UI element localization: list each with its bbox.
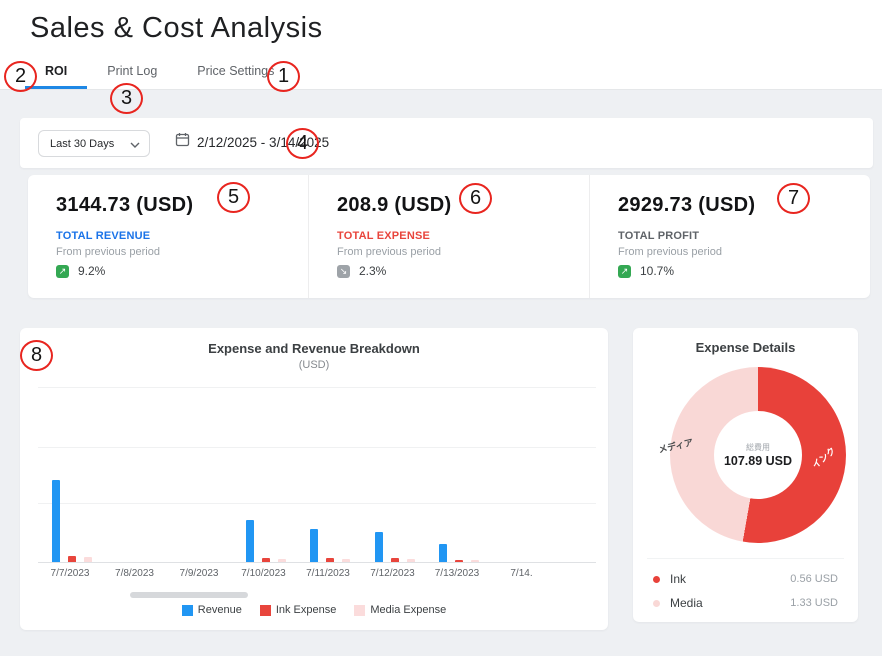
kpi-total-profit: 2929.73 (USD) TOTAL PROFIT From previous… — [589, 175, 870, 298]
legend-item-revenue[interactable]: Revenue — [181, 604, 242, 616]
legend-swatch — [354, 604, 366, 616]
trend-up-icon: ↗ — [56, 264, 69, 278]
kpi-label: TOTAL PROFIT — [618, 230, 700, 242]
kpi-delta-value: 9.2% — [78, 264, 106, 278]
legend-value: 1.33 USD — [790, 597, 838, 609]
kpi-delta-value: 10.7% — [640, 264, 675, 278]
legend-item-ink-expense[interactable]: Ink Expense — [259, 604, 337, 616]
gridline — [38, 447, 596, 448]
tab-bar: ROI Print Log Price Settings — [25, 64, 294, 89]
bar-media-expense-7/11/2023 — [342, 559, 350, 562]
tab-print-log[interactable]: Print Log — [107, 64, 158, 78]
expense-revenue-chart-card: Expense and Revenue Breakdown (USD) 7/7/… — [20, 328, 608, 630]
bar-ink-expense-7/11/2023 — [326, 558, 334, 562]
x-axis-label: 7/14. — [510, 568, 533, 579]
bar-chart-subtitle: (USD) — [298, 359, 330, 371]
donut-center: 総費用 107.89 USD — [714, 411, 802, 499]
donut-legend-row-ink: Ink 0.56 USD — [647, 567, 844, 591]
bar-revenue-7/11/2023 — [310, 529, 318, 562]
annotation-circle-2: 2 — [4, 61, 37, 92]
kpi-value: 2929.73 (USD) — [618, 194, 756, 216]
tab-roi[interactable]: ROI — [25, 64, 88, 89]
donut-chart-title: Expense Details — [695, 340, 796, 355]
chevron-down-icon — [130, 135, 140, 153]
legend-swatch — [259, 604, 271, 616]
legend-label: Ink Expense — [275, 604, 337, 616]
x-axis-label: 7/8/2023 — [115, 568, 154, 579]
expense-donut: メディア インク 総費用 107.89 USD — [657, 367, 846, 543]
annotation-circle-6: 6 — [459, 183, 492, 214]
bar-media-expense-7/7/2023 — [84, 557, 92, 562]
bar-ink-expense-7/12/2023 — [390, 558, 399, 562]
x-axis-label: 7/12/2023 — [370, 568, 415, 579]
legend-label: Media Expense — [370, 604, 447, 616]
page-title: Sales & Cost Analysis — [30, 12, 323, 44]
donut-legend: Ink 0.56 USD Media 1.33 USD — [647, 558, 844, 615]
legend-label: Ink — [670, 572, 687, 586]
bar-revenue-7/7/2023 — [52, 480, 60, 562]
date-range-select[interactable]: Last 30 Days — [38, 130, 150, 157]
tab-price-settings[interactable]: Price Settings — [197, 64, 275, 78]
annotation-circle-8: 8 — [20, 340, 53, 371]
bar-media-expense-7/13/2023 — [471, 560, 479, 562]
x-axis-label: 7/9/2023 — [179, 568, 219, 579]
kpi-subtext: From previous period — [618, 246, 722, 258]
expense-details-card: Expense Details メディア インク 総費用 107.89 USD … — [633, 328, 858, 622]
x-axis-label: 7/7/2023 — [50, 568, 90, 579]
legend-label: Revenue — [197, 604, 242, 616]
annotation-circle-5: 5 — [217, 182, 250, 213]
annotation-circle-4: 4 — [286, 128, 319, 159]
kpi-subtext: From previous period — [56, 246, 160, 258]
gridline — [38, 387, 596, 388]
legend-dot — [653, 575, 660, 583]
kpi-label: TOTAL EXPENSE — [337, 230, 431, 242]
x-axis-label: 7/11/2023 — [306, 568, 350, 579]
annotation-circle-7: 7 — [777, 183, 810, 214]
kpi-delta-value: 2.3% — [359, 264, 387, 278]
annotation-circle-3: 3 — [110, 83, 143, 114]
page-header: Sales & Cost Analysis ROI Print Log Pric… — [0, 0, 882, 90]
donut-slice-label-media: メディア — [657, 437, 695, 455]
trend-down-icon: ↘ — [337, 264, 350, 278]
legend-dot — [653, 599, 660, 607]
bar-chart-legend: Revenue Ink Expense Media Expense — [20, 604, 608, 616]
chart-scrollbar-thumb[interactable] — [130, 592, 248, 598]
x-axis-label: 7/13/2023 — [434, 568, 480, 579]
kpi-label: TOTAL REVENUE — [56, 230, 151, 242]
kpi-value: 3144.73 (USD) — [56, 194, 194, 216]
bar-ink-expense-7/7/2023 — [68, 556, 76, 562]
date-range-select-value: Last 30 Days — [50, 137, 115, 150]
kpi-summary-card: 3144.73 (USD) TOTAL REVENUE From previou… — [28, 175, 870, 298]
gridline — [38, 503, 596, 504]
kpi-total-revenue: 3144.73 (USD) TOTAL REVENUE From previou… — [28, 175, 308, 298]
donut-center-caption: 総費用 — [746, 443, 770, 452]
donut-slice-label-ink: インク — [810, 445, 838, 471]
kpi-subtext: From previous period — [337, 246, 441, 258]
bar-revenue-7/12/2023 — [374, 532, 383, 562]
bar-ink-expense-7/13/2023 — [455, 560, 463, 562]
bar-revenue-7/10/2023 — [245, 520, 254, 562]
bar-revenue-7/13/2023 — [439, 544, 447, 562]
kpi-total-expense: 208.9 (USD) TOTAL EXPENSE From previous … — [308, 175, 589, 298]
kpi-value: 208.9 (USD) — [337, 194, 452, 216]
calendar-icon — [175, 132, 190, 152]
donut-center-value: 107.89 USD — [723, 454, 793, 468]
x-axis-line — [38, 562, 596, 563]
legend-label: Media — [670, 596, 703, 610]
filter-card: Last 30 Days 2/12/2025 - 3/14/2025 — [20, 118, 873, 168]
bar-media-expense-7/10/2023 — [277, 559, 286, 562]
x-axis-label: 7/10/2023 — [241, 568, 286, 579]
bar-ink-expense-7/10/2023 — [261, 558, 270, 562]
bar-media-expense-7/12/2023 — [406, 559, 415, 562]
legend-item-media-expense[interactable]: Media Expense — [354, 604, 446, 616]
legend-swatch — [181, 604, 193, 616]
legend-value: 0.56 USD — [790, 573, 838, 585]
donut-legend-row-media: Media 1.33 USD — [647, 591, 844, 615]
annotation-circle-1: 1 — [267, 61, 300, 92]
bar-chart-title: Expense and Revenue Breakdown — [208, 341, 420, 356]
trend-up-icon: ↗ — [618, 264, 631, 278]
